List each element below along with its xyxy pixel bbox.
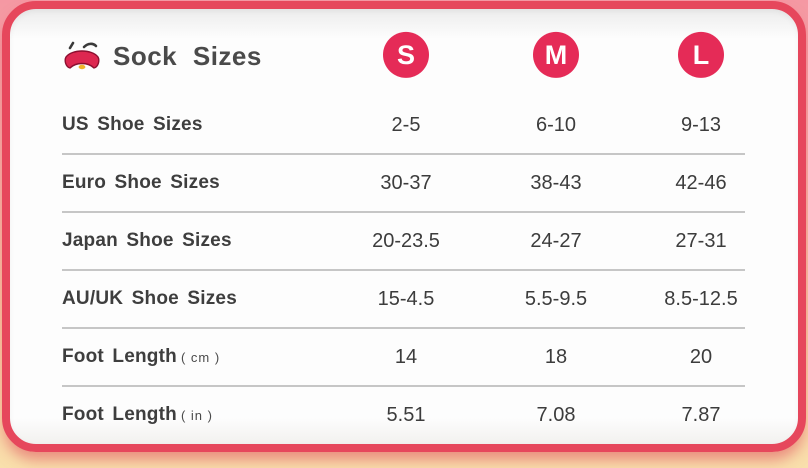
cell-value: 7.87 xyxy=(681,403,721,426)
row-label: Japan Shoe Sizes xyxy=(62,230,232,251)
sock-icon xyxy=(62,39,102,73)
row-unit: ( cm ) xyxy=(180,349,221,365)
cell-value: 20-23.5 xyxy=(372,229,440,252)
size-chart-content: Sock Sizes S M L US Shoe Sizes 2-5 6-10 … xyxy=(10,9,798,444)
size-badge-l: L xyxy=(678,31,724,78)
size-badge-s: S xyxy=(383,31,429,78)
cell-value: 30-37 xyxy=(380,171,432,194)
cell-value: 18 xyxy=(544,345,568,368)
cell-value: 38-43 xyxy=(530,171,582,194)
table-row: US Shoe Sizes 2-5 6-10 9-13 xyxy=(62,97,745,155)
size-badge-m: M xyxy=(533,31,579,78)
cell-value: 5.5-9.5 xyxy=(524,287,588,310)
row-label: Foot Length xyxy=(62,404,177,425)
cell-value: 8.5-12.5 xyxy=(664,287,738,310)
table-row: Foot Length ( cm ) 14 18 20 xyxy=(62,329,745,387)
table-row: AU/UK Shoe Sizes 15-4.5 5.5-9.5 8.5-12.5 xyxy=(62,271,745,329)
cell-value: 24-27 xyxy=(530,229,582,252)
cell-value: 42-46 xyxy=(675,171,727,194)
row-label: AU/UK Shoe Sizes xyxy=(62,288,237,309)
cell-value: 2-5 xyxy=(391,113,421,136)
table-row: Foot Length ( in ) 5.51 7.08 7.87 xyxy=(62,387,745,443)
row-unit: ( in ) xyxy=(180,407,213,423)
cell-value: 27-31 xyxy=(675,229,727,252)
row-label: Euro Shoe Sizes xyxy=(62,172,220,193)
cell-value: 15-4.5 xyxy=(377,287,435,310)
table-header: Sock Sizes S M L xyxy=(62,9,745,97)
cell-value: 5.51 xyxy=(386,403,426,426)
row-label: US Shoe Sizes xyxy=(62,114,203,135)
page-title: Sock Sizes xyxy=(113,40,262,71)
cell-value: 20 xyxy=(689,345,713,368)
table-row: Euro Shoe Sizes 30-37 38-43 42-46 xyxy=(62,155,745,213)
row-label: Foot Length xyxy=(62,346,177,367)
title-group: Sock Sizes xyxy=(62,39,262,73)
cell-value: 14 xyxy=(394,345,418,368)
cell-value: 6-10 xyxy=(535,113,577,136)
cell-value: 9-13 xyxy=(680,113,722,136)
cell-value: 7.08 xyxy=(536,403,576,426)
table-row: Japan Shoe Sizes 20-23.5 24-27 27-31 xyxy=(62,213,745,271)
